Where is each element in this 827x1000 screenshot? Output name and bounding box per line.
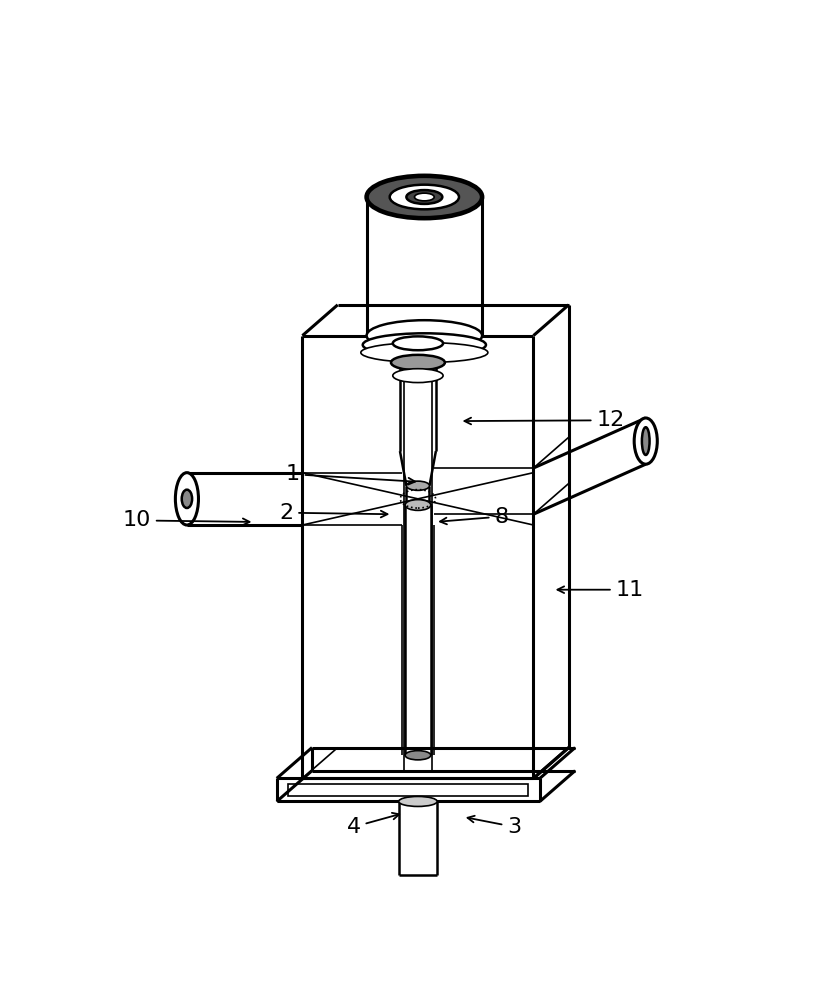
Ellipse shape xyxy=(392,369,442,383)
Ellipse shape xyxy=(390,355,444,370)
Ellipse shape xyxy=(175,473,198,525)
Bar xyxy=(288,784,528,796)
Ellipse shape xyxy=(414,193,433,201)
Ellipse shape xyxy=(392,336,442,350)
Ellipse shape xyxy=(366,320,481,351)
Ellipse shape xyxy=(406,190,442,204)
Ellipse shape xyxy=(404,751,430,760)
Text: 3: 3 xyxy=(467,816,521,837)
Ellipse shape xyxy=(181,490,192,508)
Ellipse shape xyxy=(390,185,458,209)
Text: 2: 2 xyxy=(279,503,387,523)
Ellipse shape xyxy=(398,796,437,806)
Ellipse shape xyxy=(362,333,485,356)
Text: 8: 8 xyxy=(439,507,508,527)
Ellipse shape xyxy=(404,500,430,510)
Text: 4: 4 xyxy=(347,813,399,837)
Text: 10: 10 xyxy=(122,510,249,530)
Ellipse shape xyxy=(361,343,487,363)
Text: 11: 11 xyxy=(557,580,643,600)
Ellipse shape xyxy=(366,176,481,218)
Text: 12: 12 xyxy=(464,410,624,430)
Text: 1: 1 xyxy=(285,464,414,485)
Ellipse shape xyxy=(633,418,657,464)
Ellipse shape xyxy=(641,427,649,455)
Ellipse shape xyxy=(406,481,429,490)
